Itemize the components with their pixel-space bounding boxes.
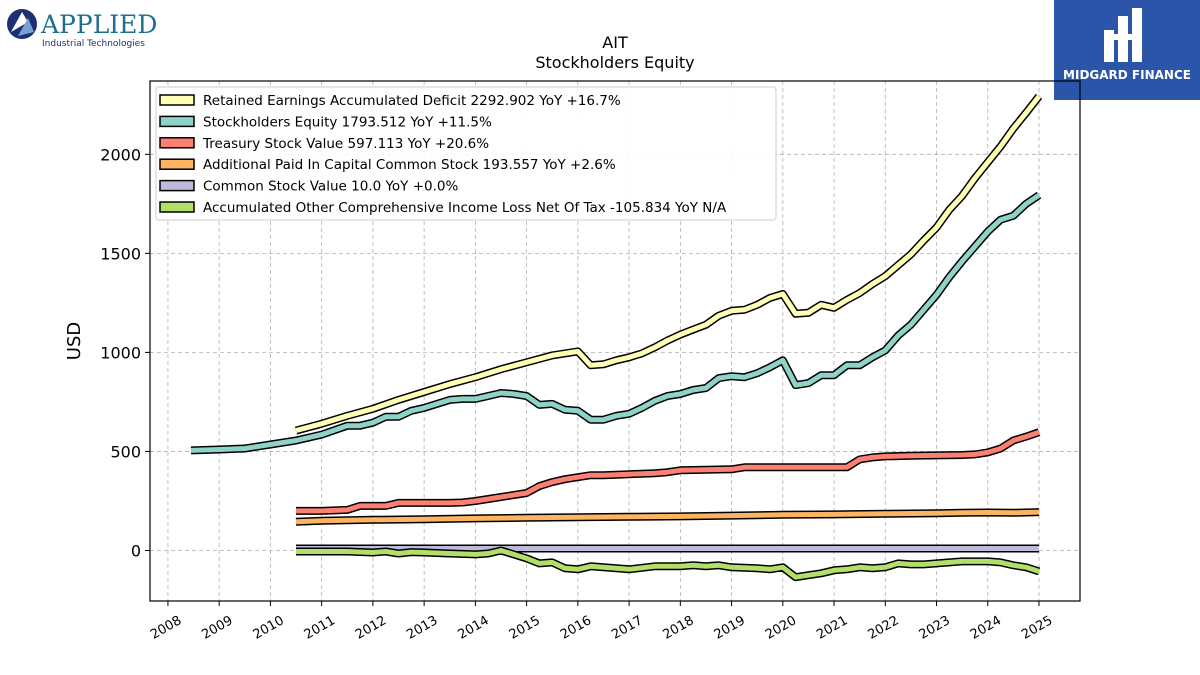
y-tick-label: 0 [131,541,141,560]
x-tick-label: 2008 [148,613,184,643]
chart-subtitle: Stockholders Equity [535,53,694,72]
x-tick-label: 2020 [763,613,799,643]
y-axis-label: USD [64,322,85,360]
legend-entry: Common Stock Value 10.0 YoY +0.0% [203,179,458,195]
y-tick-label: 500 [110,442,141,461]
applied-logo: APPLIED Industrial Technologies [6,6,166,50]
series-line-accumulated-other-comprehensive-income-loss-net-of-tax [296,548,1040,580]
y-tick-label: 1000 [100,343,141,362]
x-tick-label: 2025 [1019,613,1055,643]
x-tick-label: 2010 [251,613,287,643]
legend-swatch [159,158,195,170]
legend-entry: Accumulated Other Comprehensive Income L… [203,200,727,216]
y-tick-label: 2000 [100,145,141,164]
series-line-retained-earnings-accumulated-deficit [295,94,1041,434]
legend-box [155,86,777,221]
legend-entry: Additional Paid In Capital Common Stock … [203,157,616,173]
midgard-finance-name: MIDGARD FINANCE [1063,68,1191,82]
series-line-additional-paid-in-capital-common-stock [295,509,1040,525]
legend-entry: Stockholders Equity 1793.512 YoY +11.5% [203,114,492,130]
series-line-stockholders-equity [190,193,1041,453]
x-tick-label: 2021 [814,613,850,643]
chart-title: AIT [602,33,628,52]
x-tick-label: 2009 [199,613,235,643]
legend: Retained Earnings Accumulated Deficit 22… [155,86,777,221]
plot-frame [149,80,1081,602]
applied-logo-name: APPLIED [40,10,157,39]
legend-swatch [159,179,195,192]
legend-swatch [159,94,195,106]
x-tick-label: 2022 [865,613,901,643]
x-tick-label: 2012 [353,613,389,643]
y-axis: 0 500 1000 1500 2000 [100,145,150,560]
midgard-finance-logo: MIDGARD FINANCE [1054,0,1200,100]
x-tick-label: 2018 [661,613,697,643]
x-tick-label: 2024 [968,613,1004,643]
legend-swatch [159,137,195,149]
y-tick-label: 1500 [100,244,141,263]
x-tick-label: 2014 [456,613,492,643]
legend-entry: Treasury Stock Value 597.113 YoY +20.6% [202,136,489,152]
legend-entry: Retained Earnings Accumulated Deficit 22… [203,93,621,109]
series-lines [190,93,1043,582]
x-tick-label: 2013 [404,613,440,643]
x-tick-label: 2017 [609,613,645,643]
x-tick-label: 2023 [917,613,953,643]
x-tick-label: 2019 [712,613,748,643]
series-line-treasury-stock-value [296,429,1040,514]
applied-logo-subtitle: Industrial Technologies [42,39,145,49]
x-tick-label: 2016 [558,613,594,643]
legend-swatch [159,115,195,128]
legend-swatch [159,201,195,213]
x-tick-label: 2011 [302,613,338,643]
x-axis: 2008 2009 2010 2011 2012 2013 2014 2015 2016 2017… [148,601,1055,643]
x-tick-label: 2015 [507,613,543,643]
